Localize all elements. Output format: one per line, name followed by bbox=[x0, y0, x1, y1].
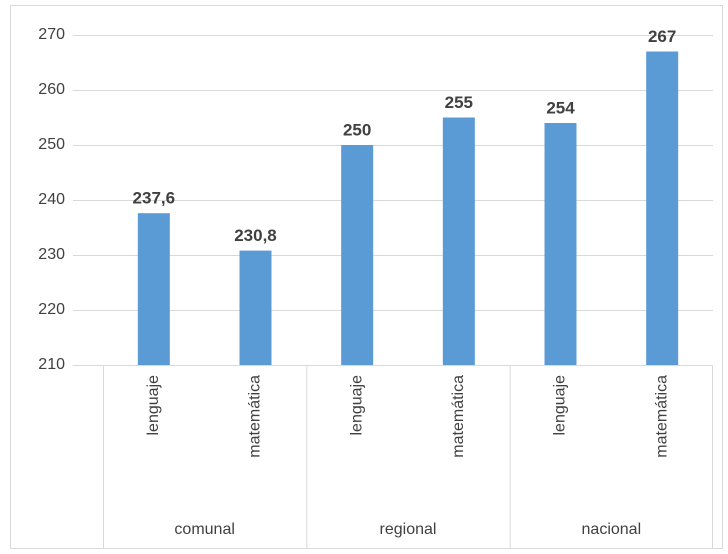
y-tick-label: 230 bbox=[38, 246, 65, 263]
x-tick-label: matemática bbox=[653, 375, 670, 458]
x-tick-label: matemática bbox=[450, 375, 467, 458]
y-tick-label: 220 bbox=[38, 301, 65, 318]
bar bbox=[239, 250, 272, 365]
bar bbox=[646, 51, 679, 365]
group-label: regional bbox=[380, 521, 437, 538]
bar bbox=[442, 117, 475, 365]
x-tick-label: lenguaje bbox=[552, 375, 569, 436]
x-tick-label: lenguaje bbox=[145, 375, 162, 436]
x-tick-label: lenguaje bbox=[348, 375, 365, 436]
value-label: 267 bbox=[648, 27, 676, 46]
y-tick-label: 240 bbox=[38, 191, 65, 208]
y-tick-label: 210 bbox=[38, 356, 65, 373]
y-tick-label: 260 bbox=[38, 81, 65, 98]
value-label: 254 bbox=[546, 98, 575, 117]
x-tick-label: matemática bbox=[247, 375, 264, 458]
y-tick-label: 270 bbox=[38, 26, 65, 43]
bar bbox=[341, 145, 374, 365]
value-label: 250 bbox=[343, 120, 371, 139]
value-label: 230,8 bbox=[234, 226, 277, 245]
value-label: 255 bbox=[445, 93, 473, 112]
group-label: comunal bbox=[174, 521, 234, 538]
value-label: 237,6 bbox=[133, 189, 176, 208]
bar bbox=[544, 123, 577, 365]
bar bbox=[137, 213, 170, 365]
group-label: nacional bbox=[582, 521, 642, 538]
y-tick-label: 250 bbox=[38, 136, 65, 153]
